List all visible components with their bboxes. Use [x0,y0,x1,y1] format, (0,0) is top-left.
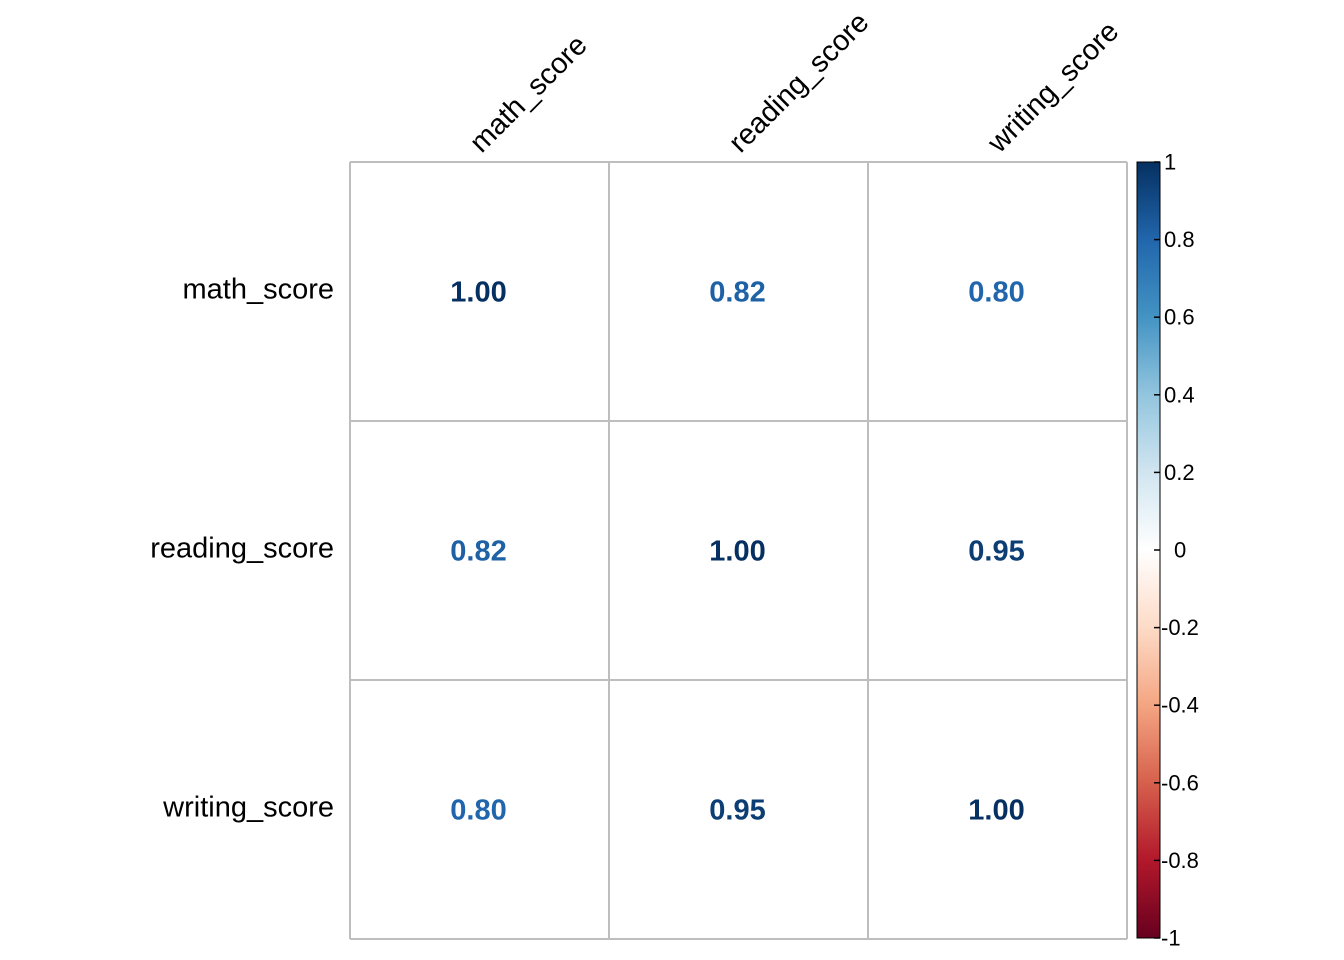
colorbar-tick-label: 0.2 [1164,460,1195,485]
column-label-writing_score: writing_score [981,16,1125,160]
heatmap-grid [349,161,1128,940]
cell-value-reading_score-writing_score: 0.95 [968,536,1024,568]
row-label-writing_score: writing_score [162,792,334,824]
row-label-reading_score: reading_score [150,533,334,565]
cell-value-labels: 1.00 0.82 0.80 0.82 1.00 0.95 0.80 0.95 1.00 [450,277,1024,827]
colorbar: 1 0.8 0.6 0.4 0.2 0 -0.2 -0.4 -0.6 -0.8 -1 [1136,150,1199,951]
row-label-math_score: math_score [182,274,334,306]
cell-value-writing_score-math_score: 0.80 [450,795,506,827]
column-labels: math_score reading_score writing_score [464,6,1125,159]
colorbar-tick-label: -0.8 [1161,848,1199,873]
cell-value-reading_score-reading_score: 1.00 [709,536,765,568]
row-labels: math_score reading_score writing_score [150,274,334,824]
colorbar-tick-label: 1 [1164,150,1176,175]
colorbar-tick-label: 0.4 [1164,382,1195,407]
colorbar-tick-label: -0.6 [1161,770,1199,795]
cell-value-reading_score-math_score: 0.82 [450,536,506,568]
cell-value-math_score-writing_score: 0.80 [968,277,1024,309]
column-label-reading_score: reading_score [723,6,876,159]
heatmap-cells [350,162,1127,939]
colorbar-tick-label: 0.6 [1164,305,1195,330]
colorbar-tick-label: -1 [1161,926,1181,951]
cell-value-writing_score-writing_score: 1.00 [968,795,1024,827]
heatmap-cell-math_score-math_score [350,162,609,421]
colorbar-tick-label: 0.8 [1164,227,1195,252]
column-label-math_score: math_score [464,29,594,159]
heatmap-cell-writing_score-math_score [350,680,609,939]
heatmap-cell-math_score-writing_score [868,162,1127,421]
colorbar-tick-label: -0.2 [1161,615,1199,640]
heatmap-cell-reading_score-writing_score [868,421,1127,680]
heatmap-cell-reading_score-math_score [350,421,609,680]
cell-value-writing_score-reading_score: 0.95 [709,795,765,827]
colorbar-tick-label: 0 [1174,538,1186,563]
heatmap-cell-writing_score-writing_score [868,680,1127,939]
colorbar-tick-label: -0.4 [1161,693,1199,718]
heatmap-cell-math_score-reading_score [609,162,868,421]
cell-value-math_score-math_score: 1.00 [450,277,506,309]
cell-value-math_score-reading_score: 0.82 [709,277,765,309]
heatmap-cell-reading_score-reading_score [609,421,868,680]
heatmap-cell-writing_score-reading_score [609,680,868,939]
